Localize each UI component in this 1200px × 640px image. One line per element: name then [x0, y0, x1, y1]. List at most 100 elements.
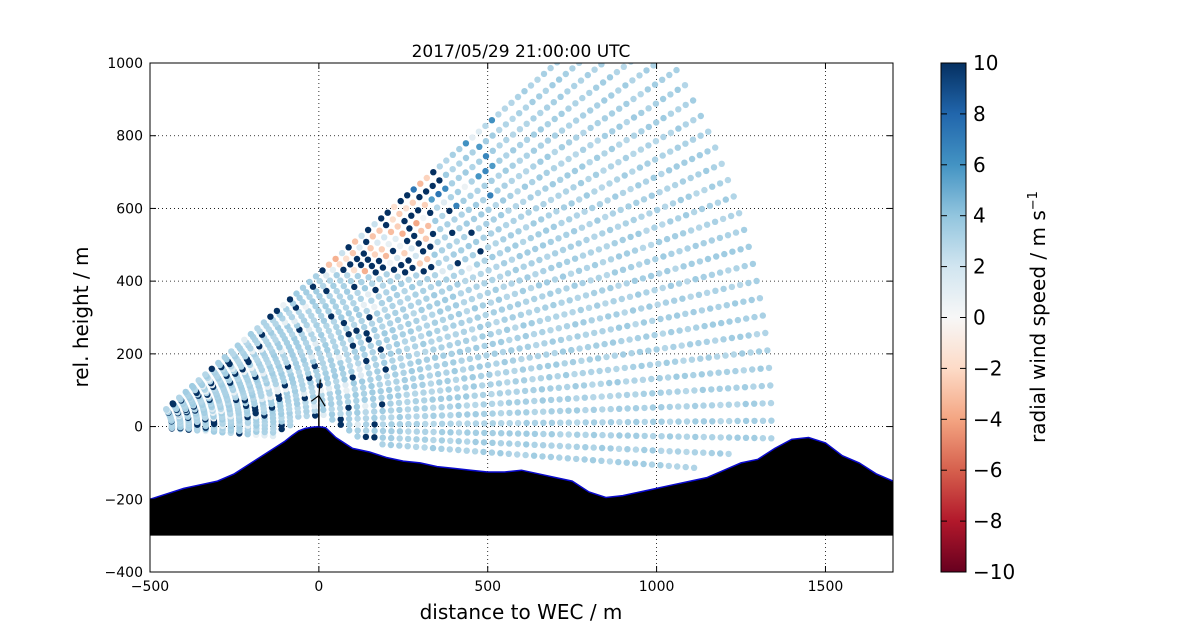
- scan-point: [381, 306, 388, 313]
- scan-point: [662, 299, 670, 306]
- scan-point: [458, 247, 465, 254]
- scan-point: [478, 211, 485, 218]
- scan-point: [426, 303, 433, 310]
- scan-point: [607, 326, 614, 333]
- scan-point: [502, 221, 510, 229]
- scan-point: [378, 299, 386, 307]
- scan-point: [745, 243, 752, 250]
- scan-point: [574, 294, 581, 301]
- scan-point: [656, 270, 663, 277]
- scan-point: [558, 144, 566, 151]
- scan-point: [565, 407, 572, 414]
- scan-point: [649, 317, 656, 324]
- scan-point: [601, 150, 608, 157]
- scan-point: [539, 442, 547, 449]
- scan-point: [682, 140, 689, 147]
- scan-point: [626, 336, 633, 343]
- scan-point: [636, 72, 643, 79]
- scan-point: [590, 444, 597, 451]
- scan-point: [169, 400, 176, 407]
- scan-point: [485, 267, 492, 274]
- scan-point: [350, 380, 357, 387]
- scan-point: [480, 401, 487, 408]
- scan-point: [408, 245, 415, 252]
- scan-point: [347, 294, 354, 301]
- scan-point: [409, 283, 416, 291]
- scan-point: [463, 402, 471, 409]
- scan-point: [488, 177, 495, 184]
- scan-point: [564, 88, 571, 95]
- scan-point: [749, 260, 757, 268]
- scan-point: [487, 331, 494, 338]
- scan-point: [721, 250, 728, 258]
- scan-point: [328, 405, 335, 413]
- scan-point: [351, 238, 359, 245]
- scan-point: [388, 428, 395, 435]
- scan-point: [547, 238, 554, 246]
- scan-point: [384, 313, 391, 320]
- scan-point: [650, 418, 657, 425]
- scan-point: [575, 240, 582, 247]
- y-tick-label: −200: [105, 492, 143, 508]
- scan-point: [375, 374, 382, 382]
- scan-point: [588, 368, 595, 376]
- scan-point: [384, 379, 392, 387]
- x-tick-label: 1500: [808, 579, 844, 595]
- scan-point: [354, 289, 361, 296]
- scan-point: [577, 306, 584, 314]
- scan-point: [419, 248, 427, 255]
- scan-point: [531, 295, 538, 303]
- scan-point: [522, 224, 530, 231]
- scan-point: [703, 289, 711, 296]
- scan-point: [452, 302, 460, 309]
- scan-point: [441, 296, 449, 304]
- scan-point: [691, 387, 698, 394]
- scan-point: [718, 160, 725, 167]
- scan-point: [337, 277, 344, 284]
- scan-point: [508, 256, 516, 263]
- terrain-fill: [150, 426, 893, 536]
- scan-point: [524, 274, 531, 281]
- scan-point: [500, 236, 507, 243]
- scan-point: [400, 369, 407, 376]
- scan-point: [390, 266, 398, 273]
- scan-point: [401, 250, 408, 257]
- scan-point: [464, 420, 471, 427]
- scan-point: [649, 390, 656, 397]
- scan-point: [574, 431, 581, 438]
- scan-point: [632, 446, 640, 453]
- scan-point: [325, 261, 333, 268]
- scan-point: [374, 368, 381, 375]
- scan-point: [618, 337, 625, 345]
- scan-point: [542, 185, 549, 192]
- scan-point: [339, 298, 347, 306]
- scan-point: [360, 250, 367, 257]
- scan-point: [396, 435, 403, 442]
- scan-point: [529, 376, 536, 383]
- scan-point: [554, 373, 561, 380]
- scan-point: [481, 429, 488, 437]
- scan-point: [475, 128, 483, 135]
- scan-point: [723, 302, 730, 309]
- scan-point: [640, 196, 648, 203]
- scan-point: [671, 233, 679, 240]
- scan-point: [477, 248, 484, 255]
- scan-point: [643, 67, 650, 74]
- scan-point: [330, 282, 337, 289]
- scan-point: [531, 419, 539, 427]
- scan-point: [629, 77, 636, 84]
- scan-point: [583, 264, 591, 272]
- scan-point: [673, 373, 680, 380]
- scan-point: [660, 114, 667, 122]
- scan-point: [587, 107, 594, 114]
- scan-point: [442, 325, 449, 332]
- scan-point: [687, 174, 694, 182]
- scan-point: [564, 395, 572, 402]
- scan-point: [345, 404, 352, 411]
- scan-point: [447, 264, 454, 271]
- scan-point: [341, 345, 349, 353]
- scan-point: [566, 297, 573, 304]
- scan-point: [705, 354, 712, 361]
- scan-point: [571, 255, 579, 262]
- scan-point: [575, 267, 583, 274]
